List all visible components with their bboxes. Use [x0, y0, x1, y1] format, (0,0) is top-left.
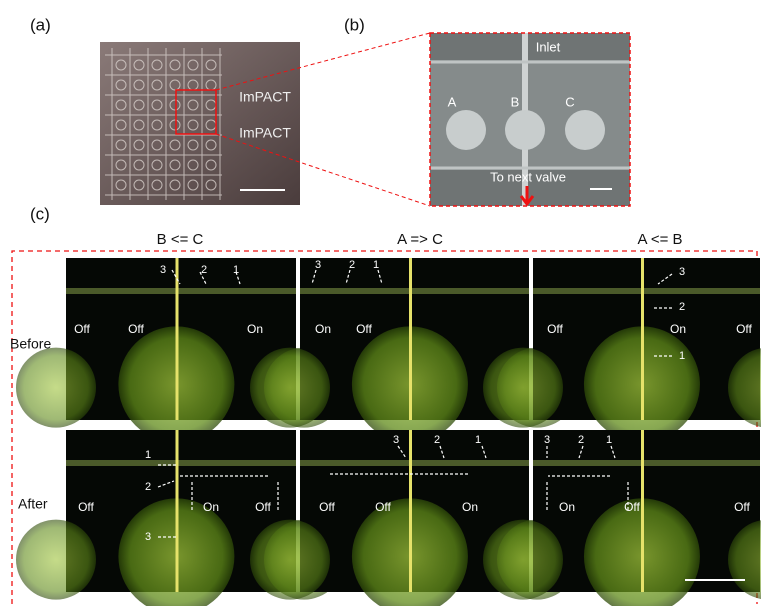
valve-state: On: [203, 500, 219, 514]
droplet-number: 3: [145, 531, 151, 543]
droplet-number: 2: [201, 264, 207, 276]
inlet-label: Inlet: [536, 39, 561, 54]
droplet-number: 2: [578, 434, 584, 446]
valve-state: Off: [74, 322, 90, 336]
droplet-number: 2: [679, 301, 685, 313]
valve-state: Off: [547, 322, 563, 336]
chamber: [483, 348, 563, 428]
droplet-number: 1: [679, 350, 685, 362]
valve-state: On: [315, 322, 331, 336]
panel-label: (a): [30, 15, 51, 34]
valve-state: Off: [734, 500, 750, 514]
chamber-label: A: [448, 94, 457, 109]
page: {"panel_a":{"label":"(a)","chip_text":["…: [0, 0, 761, 606]
droplet-number: 1: [145, 449, 151, 461]
chip-text: ImPACT: [239, 89, 291, 105]
valve-state: Off: [255, 500, 271, 514]
droplet-number: 2: [145, 481, 151, 493]
valve-state: On: [462, 500, 478, 514]
panel-label: (c): [30, 204, 50, 223]
valve-state: Off: [356, 322, 372, 336]
row-label: After: [18, 496, 48, 512]
chip-photo: [100, 33, 430, 206]
column-header: A => C: [397, 231, 443, 248]
droplet-number: 1: [233, 264, 239, 276]
droplet-number: 3: [315, 259, 321, 271]
droplet-number: 2: [349, 259, 355, 271]
column-header: A <= B: [637, 231, 682, 248]
outlet-label: To next valve: [490, 169, 566, 184]
droplet-number: 3: [393, 434, 399, 446]
valve-state: Off: [128, 322, 144, 336]
photo-grid: [16, 258, 761, 606]
figure: (a) ImPACT ImPACT (b) Inlet A B C To nex…: [0, 0, 761, 606]
valve-state: On: [247, 322, 263, 336]
droplet-number: 1: [373, 259, 379, 271]
valve-state: Off: [78, 500, 94, 514]
droplet-number: 1: [475, 434, 481, 446]
droplet-number: 2: [434, 434, 440, 446]
chamber: [16, 520, 96, 600]
chamber: [16, 348, 96, 428]
valve-state: Off: [736, 322, 752, 336]
column-header: B <= C: [157, 231, 204, 248]
valve-state: On: [559, 500, 575, 514]
chamber-label: B: [511, 94, 520, 109]
droplet-number: 1: [606, 434, 612, 446]
droplet-number: 3: [544, 434, 550, 446]
chamber-label: C: [565, 94, 574, 109]
valve-state: Off: [319, 500, 335, 514]
droplet-number: 3: [679, 266, 685, 278]
panel-label: (b): [344, 15, 365, 34]
chamber: [250, 348, 330, 428]
chamber: [250, 520, 330, 600]
valve-state: Off: [624, 500, 640, 514]
chip-text: ImPACT: [239, 125, 291, 141]
valve-state: On: [670, 322, 686, 336]
valve-state: Off: [375, 500, 391, 514]
chamber: [483, 520, 563, 600]
droplet-number: 3: [160, 264, 166, 276]
